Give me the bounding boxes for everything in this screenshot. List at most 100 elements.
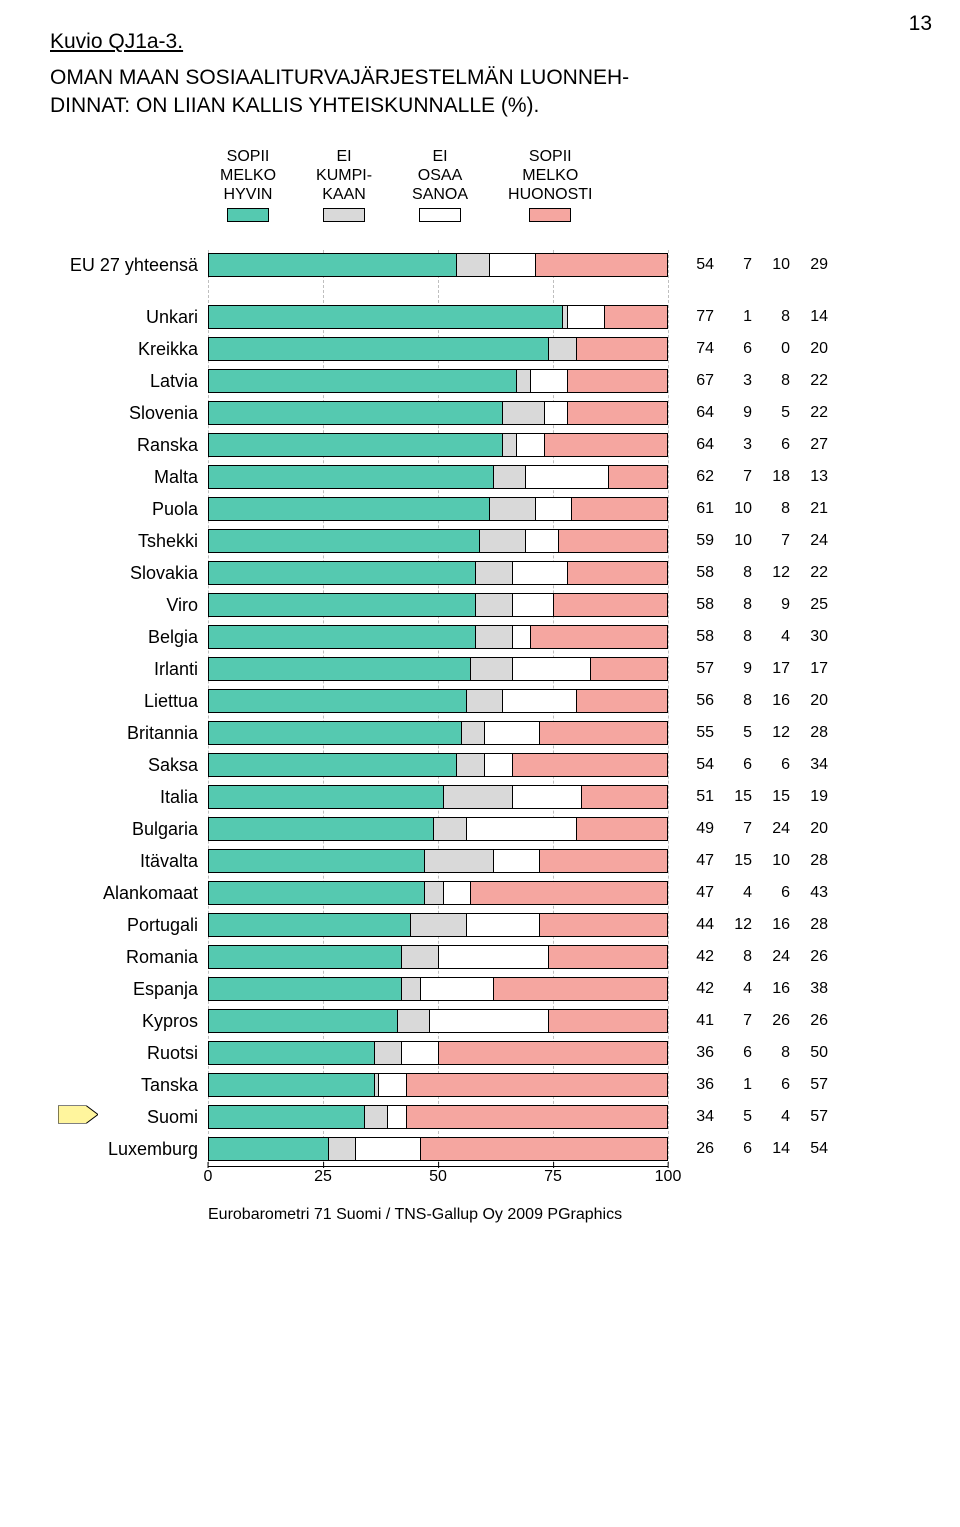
- bar-segment: [424, 849, 493, 873]
- legend-label: SOPII MELKO HUONOSTI: [508, 147, 592, 205]
- value-cell: 36: [680, 1076, 718, 1094]
- value-cell: 6: [756, 1076, 794, 1094]
- row-label: Bulgaria: [50, 819, 208, 840]
- value-cell: 6: [756, 436, 794, 454]
- bar-segment: [208, 945, 401, 969]
- bar-segment: [484, 753, 512, 777]
- bar-segment: [608, 465, 668, 489]
- row-label: Suomi: [50, 1107, 208, 1128]
- value-cell: 21: [794, 500, 832, 518]
- value-cell: 16: [756, 980, 794, 998]
- value-cell: 22: [794, 404, 832, 422]
- bar-segment: [502, 689, 576, 713]
- value-cell: 57: [680, 660, 718, 678]
- data-row: Alankomaat474643: [50, 878, 920, 908]
- value-cell: 12: [756, 724, 794, 742]
- value-cell: 20: [794, 820, 832, 838]
- bar-segment: [208, 1041, 374, 1065]
- value-cell: 8: [718, 692, 756, 710]
- data-row: Italia51151519: [50, 782, 920, 812]
- row-values: 5910724: [680, 532, 832, 550]
- bar-segment: [208, 401, 502, 425]
- value-cell: 16: [756, 916, 794, 934]
- bar-segment: [420, 1137, 668, 1161]
- legend-swatch: [529, 208, 571, 222]
- value-cell: 55: [680, 724, 718, 742]
- bar-segment: [208, 785, 443, 809]
- row-values: 2661454: [680, 1140, 832, 1158]
- value-cell: 58: [680, 628, 718, 646]
- data-row: Slovakia5881222: [50, 558, 920, 588]
- bar-segment: [374, 1041, 402, 1065]
- row-label: Tanska: [50, 1075, 208, 1096]
- value-cell: 38: [794, 980, 832, 998]
- row-values: 649522: [680, 404, 832, 422]
- stacked-bar: [208, 1041, 668, 1065]
- bar-segment: [208, 337, 548, 361]
- value-cell: 29: [794, 256, 832, 274]
- value-cell: 17: [794, 660, 832, 678]
- value-cell: 42: [680, 948, 718, 966]
- bar-segment: [466, 689, 503, 713]
- value-cell: 8: [756, 500, 794, 518]
- bar-segment: [502, 433, 516, 457]
- bar-segment: [420, 977, 494, 1001]
- bar-segment: [548, 337, 576, 361]
- bar-segment: [406, 1105, 668, 1129]
- bar-segment: [208, 561, 475, 585]
- row-label: Irlanti: [50, 659, 208, 680]
- bar-segment: [401, 977, 419, 1001]
- value-cell: 6: [718, 340, 756, 358]
- value-cell: 54: [680, 256, 718, 274]
- page: 13 Kuvio QJ1a-3. OMAN MAAN SOSIAALITURVA…: [0, 0, 960, 1264]
- value-cell: 5: [756, 404, 794, 422]
- bar-segment: [512, 593, 553, 617]
- row-label: Latvia: [50, 371, 208, 392]
- bar-segment: [539, 849, 668, 873]
- row-values: 5471029: [680, 256, 832, 274]
- value-cell: 42: [680, 980, 718, 998]
- value-cell: 10: [756, 852, 794, 870]
- bar-segment: [406, 1073, 668, 1097]
- stacked-bar: [208, 305, 668, 329]
- bar-segment: [576, 337, 668, 361]
- data-row: Portugali44121628: [50, 910, 920, 940]
- page-number: 13: [909, 12, 932, 36]
- data-row: Britannia5551228: [50, 718, 920, 748]
- legend-swatch: [227, 208, 269, 222]
- bar-segment: [208, 817, 433, 841]
- data-row: Romania4282426: [50, 942, 920, 972]
- bar-segment: [567, 401, 668, 425]
- bar-segment: [443, 881, 471, 905]
- row-values: 673822: [680, 372, 832, 390]
- value-cell: 3: [718, 436, 756, 454]
- stacked-bar: [208, 497, 668, 521]
- value-cell: 24: [794, 532, 832, 550]
- row-label: Ruotsi: [50, 1043, 208, 1064]
- bar-segment: [208, 689, 466, 713]
- legend-label: EI OSAA SANOA: [412, 147, 468, 205]
- value-cell: 7: [718, 1012, 756, 1030]
- stacked-bar: [208, 529, 668, 553]
- bar-segment: [429, 1009, 549, 1033]
- bar-segment: [530, 369, 567, 393]
- value-cell: 10: [718, 532, 756, 550]
- bar-segment: [479, 529, 525, 553]
- bar-segment: [208, 497, 489, 521]
- bar-segment: [461, 721, 484, 745]
- value-cell: 26: [794, 948, 832, 966]
- value-cell: 34: [680, 1108, 718, 1126]
- figure-label: Kuvio QJ1a-3.: [50, 30, 920, 54]
- chart-footer: Eurobarometri 71 Suomi / TNS-Gallup Oy 2…: [208, 1206, 920, 1224]
- legend-item: SOPII MELKO HUONOSTI: [508, 147, 592, 223]
- row-values: 588925: [680, 596, 832, 614]
- stacked-bar: [208, 253, 668, 277]
- value-cell: 58: [680, 564, 718, 582]
- bar-segment: [539, 721, 668, 745]
- value-cell: 10: [718, 500, 756, 518]
- row-label: Espanja: [50, 979, 208, 1000]
- value-cell: 9: [718, 404, 756, 422]
- bar-segment: [604, 305, 668, 329]
- value-cell: 17: [756, 660, 794, 678]
- value-cell: 24: [756, 948, 794, 966]
